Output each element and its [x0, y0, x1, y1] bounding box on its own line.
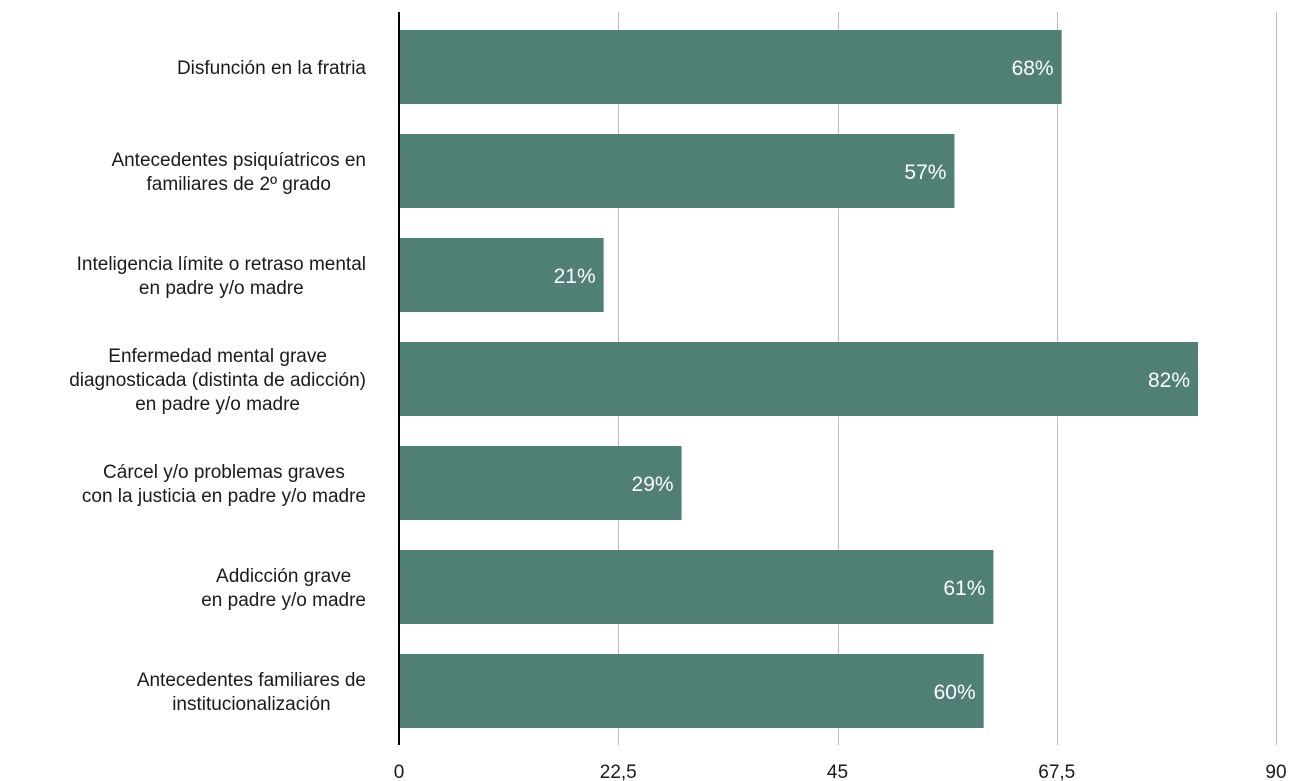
- category-label-2-line-0: Inteligencia límite o retraso mental: [77, 254, 366, 275]
- bar-6: [399, 654, 984, 728]
- bar-5: [399, 550, 994, 624]
- category-label-0: Disfunción en la fratria: [177, 58, 366, 79]
- category-label-5-line-0: Addicción grave: [216, 566, 351, 587]
- category-label-1-line-0: Antecedentes psiquíatricos en: [111, 150, 366, 171]
- data-label-1: 57%: [904, 161, 946, 184]
- x-axis-tick-labels: 0 22,5 45 67,5 90: [394, 762, 1287, 781]
- category-label-6-line-1: institucionalización: [172, 694, 330, 715]
- category-labels: Disfunción en la fratria Antecedentes psi…: [69, 58, 366, 715]
- category-label-1-line-1: familiares de 2º grado: [147, 174, 331, 195]
- x-tick-label-1: 22,5: [600, 762, 637, 781]
- data-label-6: 60%: [934, 681, 976, 704]
- category-label-3: Enfermedad mental grave diagnosticada (di…: [69, 346, 366, 415]
- x-tick-label-4: 90: [1265, 762, 1286, 781]
- category-label-5-line-1: en padre y/o madre: [201, 590, 366, 611]
- category-label-6-line-0: Antecedentes familiares de: [137, 670, 366, 691]
- data-label-5: 61%: [943, 577, 985, 600]
- category-label-3-line-2: en padre y/o madre: [135, 394, 300, 415]
- data-label-3: 82%: [1148, 369, 1190, 392]
- data-label-0: 68%: [1012, 57, 1054, 80]
- category-label-2-line-1: en padre y/o madre: [139, 278, 304, 299]
- category-label-0-line-0: Disfunción en la fratria: [177, 58, 366, 79]
- category-label-2: Inteligencia límite o retraso mental en p…: [77, 254, 366, 299]
- bar-1: [399, 134, 955, 208]
- data-label-4: 29%: [632, 473, 674, 496]
- category-label-4-line-0: Cárcel y/o problemas graves: [103, 462, 345, 483]
- data-labels: 68% 57% 21% 82% 29% 61% 60%: [554, 57, 1190, 704]
- data-label-2: 21%: [554, 265, 596, 288]
- category-label-5: Addicción grave en padre y/o madre: [201, 566, 366, 611]
- x-tick-label-2: 45: [827, 762, 848, 781]
- category-label-3-line-1: diagnosticada (distinta de adicción): [69, 370, 366, 391]
- category-label-4-line-1: con la justicia en padre y/o madre: [82, 486, 366, 507]
- x-tick-label-0: 0: [394, 762, 405, 781]
- category-label-4: Cárcel y/o problemas graves con la justic…: [82, 462, 366, 507]
- bar-0: [399, 30, 1062, 104]
- category-label-1: Antecedentes psiquíatricos en familiares …: [111, 150, 366, 195]
- bar-3: [399, 342, 1199, 416]
- x-tick-label-3: 67,5: [1038, 762, 1075, 781]
- bar-2: [399, 238, 604, 312]
- bars: [399, 30, 1199, 728]
- bar-4: [399, 446, 682, 520]
- category-label-3-line-0: Enfermedad mental grave: [108, 346, 327, 367]
- category-label-6: Antecedentes familiares de institucionali…: [137, 670, 366, 715]
